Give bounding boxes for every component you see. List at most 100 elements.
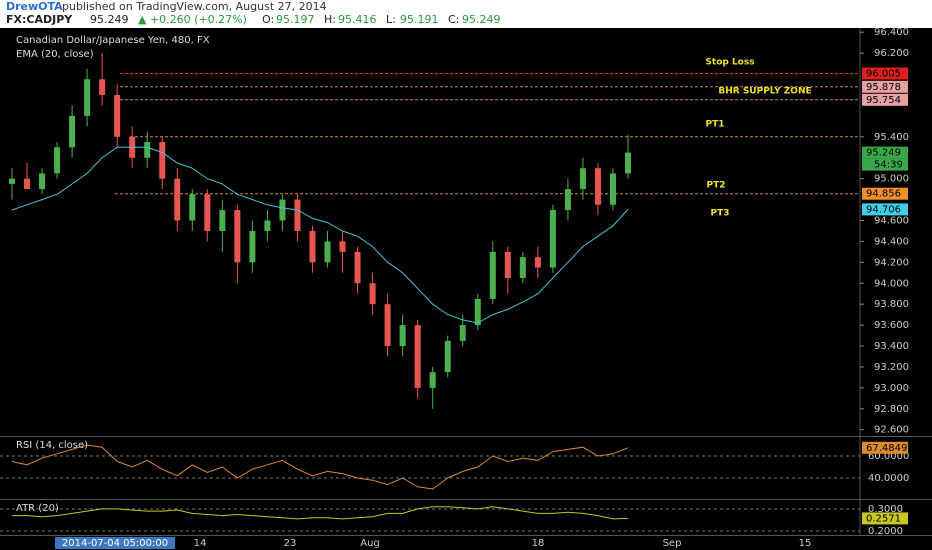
- level-label: 40.0000: [868, 473, 909, 484]
- y-tick-label: 93.600: [874, 320, 909, 331]
- y-tick-label: 94.200: [874, 257, 909, 268]
- candle-body: [474, 298, 481, 326]
- y-tick-label: 93.200: [874, 362, 909, 373]
- candle-body: [549, 210, 556, 268]
- y-tick-label: 94.600: [874, 215, 909, 226]
- candle-body: [249, 230, 256, 263]
- x-tick-label: 23: [284, 538, 297, 549]
- y-tick-label: 93.800: [874, 299, 909, 310]
- candle-body: [114, 94, 121, 137]
- price-tag: [862, 146, 908, 159]
- candle-body: [99, 79, 106, 95]
- chart-bg: [0, 28, 932, 550]
- candle-body: [444, 340, 451, 373]
- candle-body: [564, 189, 571, 211]
- candle-body: [219, 210, 226, 231]
- price-tag: [862, 93, 908, 106]
- ohlc-value: 95.197: [276, 13, 315, 26]
- time-cursor-bg: [55, 537, 175, 549]
- ohlc-label: O:: [262, 13, 274, 26]
- y-tick-label: 95.400: [874, 132, 909, 143]
- candle-body: [324, 241, 331, 263]
- timer-bg: [862, 158, 908, 171]
- y-tick-label: 93.400: [874, 341, 909, 352]
- annotation: Stop Loss: [705, 58, 754, 68]
- x-tick-label: 18: [532, 538, 545, 549]
- change: ▲ +0.260 (+0.27%): [138, 13, 247, 26]
- chart-title: Canadian Dollar/Japanese Yen, 480, FX: [16, 35, 210, 46]
- candle-body: [24, 178, 31, 190]
- atr-line: [12, 506, 629, 520]
- candle-body: [594, 168, 601, 205]
- ohlc-label: H:: [324, 13, 336, 26]
- candle-body: [579, 168, 586, 190]
- symbol: FX:CADJPY: [6, 13, 73, 26]
- candle-body: [39, 173, 46, 190]
- price-tag-label: 94.856: [866, 189, 901, 200]
- candle-body: [534, 257, 541, 268]
- annotation: PT2: [707, 181, 726, 191]
- candle-body: [399, 325, 406, 347]
- candle-body: [204, 194, 211, 231]
- price-tag: [862, 187, 908, 200]
- candle-body: [609, 173, 616, 205]
- published: published on TradingView.com, August 27,…: [62, 0, 327, 13]
- candle-body: [309, 230, 316, 263]
- candle-body: [504, 251, 511, 279]
- candle-body: [459, 325, 466, 341]
- price-tag-label: 96.005: [866, 69, 901, 80]
- last-price: 95.249: [90, 13, 129, 26]
- candle-body: [384, 304, 391, 347]
- candle-body: [414, 325, 421, 388]
- x-tick-label: 15: [799, 538, 812, 549]
- candle-body: [69, 115, 76, 148]
- candle-body: [84, 79, 91, 116]
- timer: 54:39: [874, 160, 903, 171]
- annotation: PT1: [706, 120, 725, 130]
- time-cursor: 2014-07-04 05:00:00: [62, 538, 168, 549]
- y-tick-label: 93.000: [874, 383, 909, 394]
- rsi-line: [11, 444, 629, 490]
- candle-body: [189, 194, 196, 221]
- candle-body: [429, 372, 436, 388]
- annotation: PT3: [711, 209, 730, 219]
- x-tick-label: Aug: [360, 538, 380, 549]
- value-tag-label: 0.2571: [866, 513, 901, 524]
- level-label: 60.0000: [868, 451, 909, 462]
- header-bg: [0, 0, 932, 28]
- price-tag-label: 95.878: [866, 82, 901, 93]
- candle-body: [519, 257, 526, 279]
- level-label: 0.2000: [868, 526, 903, 537]
- price-tag: [862, 80, 908, 93]
- value-tag: [862, 441, 908, 454]
- candle-body: [294, 199, 301, 231]
- value-tag-label: 67.4849: [866, 443, 907, 454]
- level-label: 0.3000: [868, 504, 903, 515]
- candle-body: [9, 178, 15, 184]
- y-tick-label: 92.800: [874, 404, 909, 415]
- candle-body: [339, 241, 346, 252]
- y-tick-label: 92.600: [874, 425, 909, 436]
- author[interactable]: DrewOTA: [6, 0, 63, 13]
- candle-body: [234, 210, 241, 263]
- candle-body: [264, 220, 271, 231]
- ohlc-value: 95.416: [338, 13, 377, 26]
- ohlc-label: L:: [386, 13, 396, 26]
- y-tick-label: 95.000: [874, 174, 909, 185]
- price-tag: [862, 67, 908, 80]
- annotation: BHR SUPPLY ZONE: [718, 87, 811, 97]
- value-tag: [862, 512, 908, 525]
- candle-body: [144, 142, 151, 158]
- x-tick-label: Sep: [663, 538, 682, 549]
- candle-body: [54, 147, 61, 174]
- ohlc-label: C:: [448, 13, 459, 26]
- rsi-title: RSI (14, close): [16, 440, 88, 451]
- y-tick-label: 94.400: [874, 236, 909, 247]
- ohlc-value: 95.249: [462, 13, 501, 26]
- ohlc-value: 95.191: [400, 13, 439, 26]
- y-tick-label: 94.000: [874, 278, 909, 289]
- candle-body: [279, 199, 286, 221]
- indicator-title: EMA (20, close): [16, 49, 94, 60]
